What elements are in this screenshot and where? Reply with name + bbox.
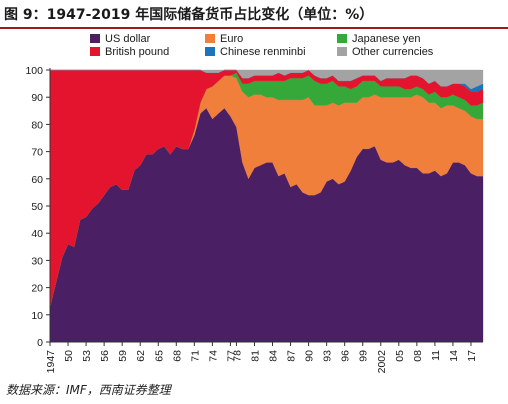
y-tick-label: 20 [31, 283, 43, 295]
legend-label-other-currencies: Other currencies [352, 46, 434, 58]
legend-label-british-pound: British pound [105, 46, 169, 58]
legend: US dollar Euro Japanese yen British pound Ch… [90, 33, 434, 58]
x-tick-label: 87 [286, 350, 298, 362]
x-tick-label: 65 [153, 350, 165, 362]
x-tick-label: 62 [135, 350, 147, 362]
axes-group: 0 10 20 30 40 50 60 70 80 90 100 1947 50 53 56 59 62 65 68… [25, 65, 483, 373]
legend-label-chinese-renminbi: Chinese renminbi [220, 46, 306, 58]
title-divider [0, 27, 508, 29]
x-tick-label: 99 [358, 350, 370, 362]
area-other-currencies [50, 69, 484, 90]
stacked-area-chart: 0 10 20 30 40 50 60 70 80 90 100 1947 50 53 56 59 62 65 68… [25, 33, 484, 373]
x-tick-label: 90 [304, 350, 316, 362]
x-tick-label: 53 [81, 350, 93, 362]
legend-swatch-euro [205, 34, 215, 43]
x-tick-label: 56 [99, 350, 111, 362]
y-tick-label: 40 [31, 228, 43, 240]
x-tick-label: 17 [466, 350, 478, 362]
x-tick-label: 68 [171, 350, 183, 362]
x-tick-label: 96 [340, 350, 352, 362]
x-tick-label: 84 [268, 350, 280, 362]
x-tick-label: 1947 [45, 350, 57, 374]
legend-swatch-chinese-renminbi [205, 47, 215, 56]
x-tick-label: 78 [231, 350, 243, 362]
area-series-group [49, 69, 484, 343]
y-tick-label: 60 [31, 174, 43, 186]
legend-label-euro: Euro [220, 33, 243, 45]
legend-label-japanese-yen: Japanese yen [352, 33, 421, 45]
x-tick-label: 93 [322, 350, 334, 362]
legend-swatch-other-currencies [337, 47, 347, 56]
y-tick-label: 30 [31, 255, 43, 267]
x-tick-label: 50 [63, 350, 75, 362]
x-tick-label: 74 [207, 350, 219, 362]
x-tick-label: 81 [249, 350, 261, 362]
y-tick-label: 80 [31, 119, 43, 131]
y-tick-label: 90 [31, 92, 43, 104]
x-tick-label: 59 [117, 350, 129, 362]
x-tick-label: 14 [448, 350, 460, 362]
x-tick-label: 11 [430, 350, 442, 361]
chart-title: 图 9：1947-2019 年国际储备货币占比变化（单位：%） [4, 7, 374, 23]
legend-swatch-british-pound [90, 47, 100, 56]
legend-swatch-us-dollar [90, 34, 100, 43]
y-tick-label: 10 [31, 310, 43, 322]
x-tick-label: 2002 [376, 350, 388, 374]
y-tick-label: 70 [31, 147, 43, 159]
x-tick-label: 05 [394, 350, 406, 362]
legend-label-us-dollar: US dollar [105, 33, 151, 45]
y-tick-label: 100 [25, 65, 43, 77]
x-tick-label: 77 [225, 350, 237, 362]
legend-swatch-japanese-yen [337, 34, 347, 43]
y-tick-label: 0 [37, 337, 43, 349]
y-tick-label: 50 [31, 201, 43, 213]
source-note: 数据来源：IMF，西南证券整理 [6, 383, 171, 397]
x-tick-label: 71 [189, 350, 201, 362]
x-tick-label: 08 [412, 350, 424, 362]
